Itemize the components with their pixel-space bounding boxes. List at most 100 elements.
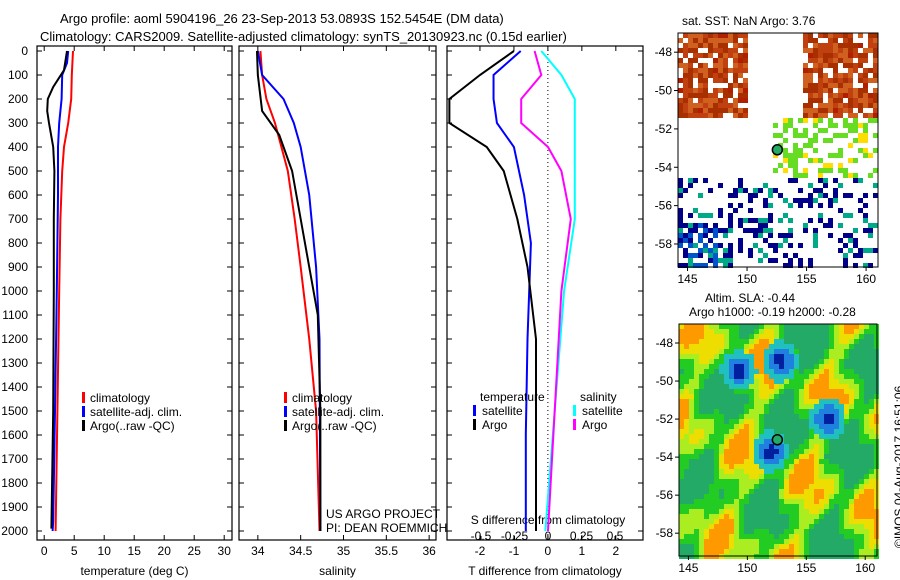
map-cell: [764, 344, 769, 349]
map-cell: [859, 519, 864, 524]
map-cell: [774, 454, 779, 459]
map-cell: [754, 484, 759, 489]
map-cell: [838, 98, 843, 103]
map-cell: [869, 464, 874, 469]
map-cell: [814, 469, 819, 474]
map-cell: [734, 324, 739, 329]
map-cell: [744, 339, 749, 344]
map-cell: [709, 469, 714, 474]
map-cell: [704, 489, 709, 494]
map-cell: [859, 474, 864, 479]
map-cell: [698, 113, 703, 118]
map-cell: [793, 143, 798, 148]
series-line-temperature-satellite: [492, 50, 532, 531]
map-cell: [789, 494, 794, 499]
map-cell: [863, 133, 868, 138]
map-cell: [709, 549, 714, 554]
map-cell: [799, 489, 804, 494]
map-cell: [764, 439, 769, 444]
map-cell: [789, 324, 794, 329]
map-cell: [804, 469, 809, 474]
map-cell: [833, 58, 838, 63]
map-cell: [683, 103, 688, 108]
map-cell: [678, 88, 683, 93]
map-cell: [704, 359, 709, 364]
map-cell: [838, 223, 843, 228]
map-cell: [803, 128, 808, 133]
map-cell: [734, 484, 739, 489]
map-cell: [873, 43, 878, 48]
map-cell: [684, 349, 689, 354]
map-cell: [824, 359, 829, 364]
map-cell: [743, 88, 748, 93]
map-cell: [774, 429, 779, 434]
map-cell: [759, 424, 764, 429]
map-cell: [744, 409, 749, 414]
map-cell: [863, 153, 868, 158]
map-cell: [824, 549, 829, 554]
map-cell: [698, 38, 703, 43]
map-cell: [839, 329, 844, 334]
map-cell: [714, 509, 719, 514]
map-cell: [684, 464, 689, 469]
map-cell: [764, 464, 769, 469]
map-cell: [724, 449, 729, 454]
map-cell: [694, 474, 699, 479]
x-tick-label: 10: [98, 544, 112, 558]
map-cell: [869, 484, 874, 489]
map-cell: [783, 153, 788, 158]
map-cell: [868, 118, 873, 123]
map-cell: [708, 98, 713, 103]
map-cell: [759, 374, 764, 379]
map-cell: [789, 369, 794, 374]
sla-map-frame: [678, 323, 878, 557]
map-cell: [729, 484, 734, 489]
map-cell: [789, 429, 794, 434]
map-cell: [849, 424, 854, 429]
map-cell: [759, 524, 764, 529]
map-cell: [679, 419, 684, 424]
map-cell: [779, 524, 784, 529]
map-cell: [708, 113, 713, 118]
map-cell: [683, 73, 688, 78]
map-cell: [779, 394, 784, 399]
map-cell: [703, 33, 708, 38]
s-tick-label: -0.25: [501, 529, 529, 543]
map-cell: [774, 349, 779, 354]
map-cell: [849, 459, 854, 464]
map-cell: [834, 439, 839, 444]
map-cell: [834, 454, 839, 459]
map-cell: [679, 544, 684, 549]
map-cell: [839, 424, 844, 429]
map-cell: [844, 414, 849, 419]
map-cell: [688, 58, 693, 63]
map-cell: [864, 379, 869, 384]
map-cell: [818, 178, 823, 183]
map-cell: [724, 479, 729, 484]
map-cell: [864, 454, 869, 459]
map-cell: [853, 228, 858, 233]
map-cell: [793, 198, 798, 203]
map-cell: [848, 63, 853, 68]
map-cell: [853, 238, 858, 243]
map-cell: [793, 153, 798, 158]
map-cell: [863, 203, 868, 208]
map-cell: [714, 324, 719, 329]
map-cell: [679, 384, 684, 389]
map-cell: [853, 103, 858, 108]
map-cell: [858, 178, 863, 183]
map-cell: [824, 329, 829, 334]
map-y-tick-label: -54: [655, 160, 673, 174]
map-cell: [754, 544, 759, 549]
map-cell: [864, 399, 869, 404]
map-cell: [869, 434, 874, 439]
map-cell: [854, 379, 859, 384]
map-cell: [713, 33, 718, 38]
map-cell: [839, 469, 844, 474]
map-cell: [813, 108, 818, 113]
map-cell: [744, 384, 749, 389]
map-cell: [794, 464, 799, 469]
map-cell: [734, 519, 739, 524]
map-cell: [754, 414, 759, 419]
map-cell: [819, 389, 824, 394]
